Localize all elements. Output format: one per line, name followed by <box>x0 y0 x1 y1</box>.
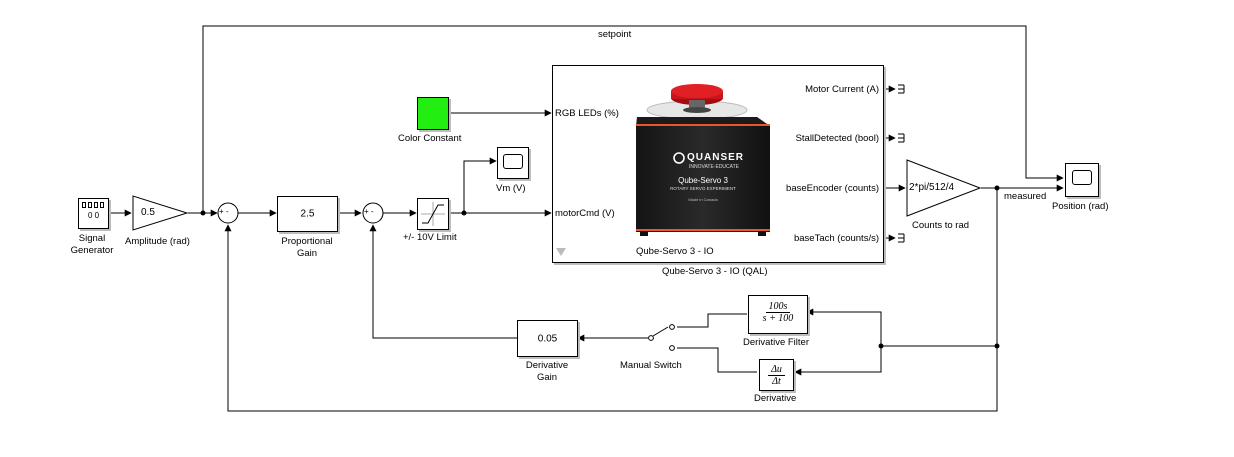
proportional-gain-value: 2.5 <box>300 208 315 220</box>
saturation-icon <box>421 202 445 226</box>
sum-block-1 <box>217 202 239 224</box>
qube-servo-image <box>636 84 770 236</box>
derivative-filter-label: Derivative Filter <box>743 337 809 348</box>
counts-to-rad-value: 2*pi/512/4 <box>909 182 955 193</box>
amplitude-value: 0.5 <box>141 207 155 218</box>
qube-brand: QUANSER <box>687 152 745 163</box>
derivative-gain-label: Derivative Gain <box>525 360 569 383</box>
limit-label: +/- 10V Limit <box>403 232 457 243</box>
qube-block-label: Qube-Servo 3 - IO (QAL) <box>662 266 768 277</box>
counts-to-rad-block <box>906 159 982 217</box>
derivative-gain-block[interactable]: 0.05 <box>517 320 578 357</box>
wire-feedback-main <box>224 188 998 412</box>
derivative-label: Derivative <box>754 393 797 404</box>
port-base-encoder: baseEncoder (counts) <box>786 183 879 194</box>
port-motor-current: Motor Current (A) <box>805 84 879 95</box>
scope-icon <box>1072 170 1092 185</box>
color-constant-label: Color Constant <box>398 133 462 144</box>
scope-vm-block[interactable] <box>497 147 529 179</box>
derivative-gain-value: 0.05 <box>537 333 558 344</box>
wire-dgain-sum2 <box>369 224 517 339</box>
proportional-gain-block[interactable]: 2.5 <box>277 196 338 232</box>
subsystem-arrow-icon <box>556 248 566 256</box>
qube-subtitle: ROTARY SERVO EXPERIMENT <box>670 186 736 191</box>
qube-inner-label: Qube-Servo 3 - IO <box>636 246 714 257</box>
qube-model: Qube-Servo 3 <box>678 176 728 185</box>
port-stall-detected: StallDetected (bool) <box>795 133 879 144</box>
signal-setpoint-label: setpoint <box>598 29 632 40</box>
manual-switch-block <box>648 324 675 351</box>
derivative-denominator: Δt <box>772 376 781 387</box>
color-constant-block[interactable] <box>417 97 449 130</box>
qube-servo-io-block[interactable] <box>552 65 884 263</box>
filter-numerator: 100s <box>765 301 791 313</box>
filter-denominator: s + 100 <box>762 313 794 324</box>
scope-icon <box>503 154 523 169</box>
port-base-tach: baseTach (counts/s) <box>793 233 879 244</box>
scope-position-block[interactable] <box>1065 163 1099 197</box>
wire-vm <box>463 157 497 213</box>
signal-measured-label: measured <box>1004 191 1047 202</box>
amplitude-gain-block <box>132 195 189 231</box>
scope-vm-label: Vm (V) <box>496 183 526 194</box>
signal-generator-block[interactable]: 0 0 <box>78 198 109 229</box>
generator-waveform-icon <box>82 202 104 208</box>
port-rgb-leds: RGB LEDs (%) <box>555 108 619 119</box>
derivative-filter-block[interactable]: 100s s + 100 <box>748 295 808 334</box>
limit-block[interactable] <box>417 198 449 230</box>
wire-setpoint <box>202 25 1064 213</box>
generator-display: 0 0 <box>87 211 100 220</box>
port-motorcmd: motorCmd (V) <box>555 208 615 219</box>
counts-to-rad-label: Counts to rad <box>912 220 970 231</box>
sum-block-2 <box>362 202 384 224</box>
signal-generator-label: Signal Generator <box>70 233 114 256</box>
qube-footer: Made in Canada <box>688 197 718 202</box>
qube-tagline: INNOVATE·EDUCATE <box>689 164 740 170</box>
derivative-numerator: Δu <box>768 364 785 376</box>
derivative-block[interactable]: Δu Δt <box>759 359 794 391</box>
sum2-signs: + - <box>364 207 374 216</box>
proportional-gain-label: Proportional Gain <box>281 236 333 259</box>
manual-switch-label: Manual Switch <box>620 360 682 371</box>
sum1-signs: + - <box>219 207 229 216</box>
amplitude-label: Amplitude (rad) <box>125 236 190 247</box>
scope-position-label: Position (rad) <box>1052 201 1109 212</box>
